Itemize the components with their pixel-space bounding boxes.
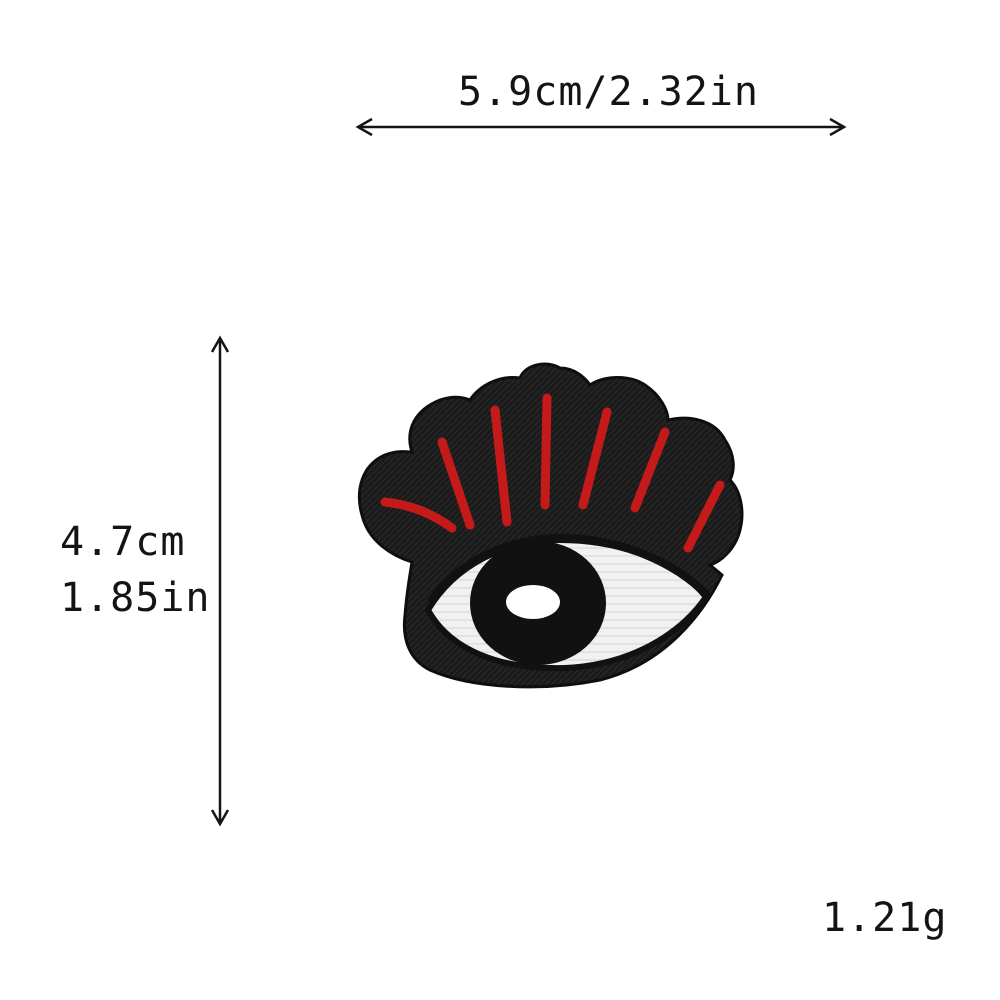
- width-arrow: [355, 117, 847, 137]
- width-label: 5.9cm/2.32in: [458, 69, 759, 115]
- eye-lid: [426, 533, 711, 605]
- weight-label: 1.21g: [822, 895, 948, 941]
- height-in-label: 1.85in: [60, 575, 211, 621]
- eyelashes: [380, 393, 725, 553]
- height-cm-label: 4.7cm: [60, 519, 186, 565]
- pupil-highlight: [506, 585, 560, 619]
- height-arrow: [210, 335, 230, 827]
- eye-patch: [357, 362, 744, 689]
